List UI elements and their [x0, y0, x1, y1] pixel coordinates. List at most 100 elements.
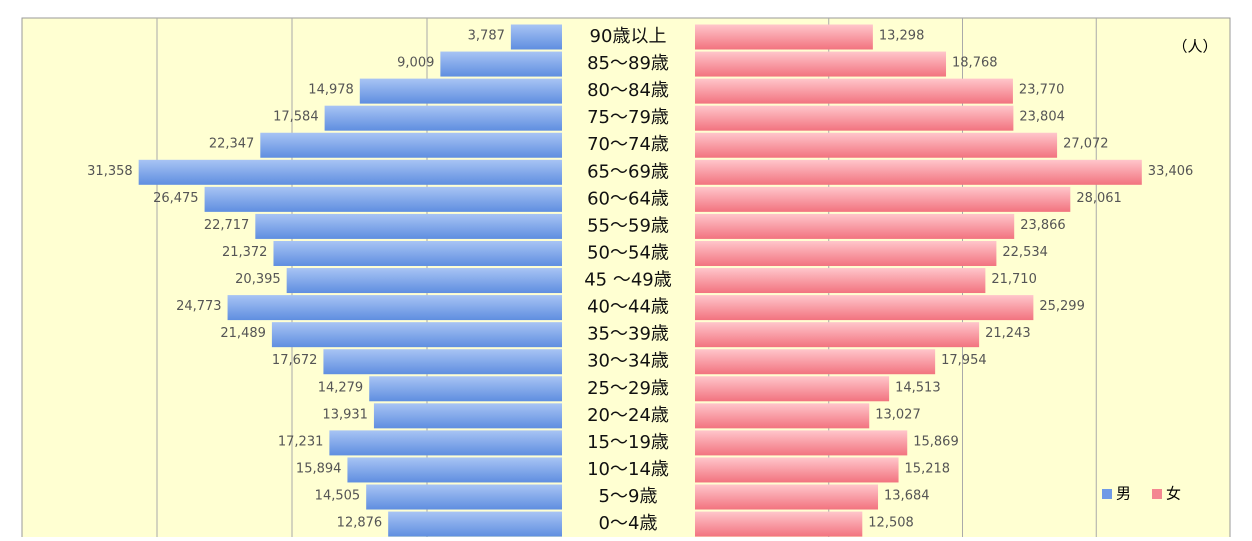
bar [323, 349, 562, 375]
bar [440, 51, 562, 77]
value-label: 12,508 [868, 516, 914, 531]
category-label: 55～59歳 [587, 215, 669, 236]
bar [695, 240, 997, 266]
bar [695, 51, 947, 77]
category-label: 75～79歳 [587, 107, 669, 128]
value-label: 31,358 [87, 164, 133, 179]
bar [329, 430, 562, 456]
bar [347, 457, 562, 483]
bar [510, 24, 562, 50]
category-label: 5～9歳 [599, 486, 658, 507]
value-label: 33,406 [1148, 164, 1194, 179]
value-label: 12,876 [337, 516, 383, 531]
category-label: 60～64歳 [587, 188, 669, 209]
bar [138, 159, 563, 185]
value-label: 21,489 [220, 326, 266, 341]
bar [324, 105, 562, 131]
category-label: 0～4歳 [599, 513, 658, 534]
bar [695, 295, 1034, 321]
bar [695, 132, 1058, 158]
bar [695, 376, 890, 402]
bar [695, 511, 863, 537]
bar [359, 78, 562, 104]
category-label: 40～44歳 [587, 297, 669, 318]
bar [366, 484, 562, 510]
category-label: 15～19歳 [587, 432, 669, 453]
value-label: 14,978 [308, 83, 354, 98]
bar [695, 213, 1015, 239]
category-label: 65～69歳 [587, 161, 669, 182]
bar [695, 268, 986, 294]
value-label: 17,954 [941, 353, 987, 368]
value-label: 23,770 [1019, 83, 1065, 98]
value-label: 18,768 [952, 56, 998, 71]
bar [695, 457, 899, 483]
value-label: 17,231 [278, 434, 324, 449]
bar [695, 159, 1142, 185]
bar [286, 268, 562, 294]
category-label: 85～89歳 [587, 53, 669, 74]
value-label: 26,475 [153, 191, 199, 206]
value-label: 9,009 [397, 56, 434, 71]
bar [271, 322, 562, 348]
legend-swatch [1152, 489, 1162, 499]
value-label: 3,787 [468, 29, 505, 44]
category-label: 20～24歳 [587, 405, 669, 426]
bar [695, 430, 908, 456]
plot-area [21, 17, 1231, 541]
bar [695, 105, 1014, 131]
bar [695, 186, 1071, 212]
bar [373, 403, 562, 429]
value-label: 22,347 [209, 137, 255, 152]
value-label: 28,061 [1076, 191, 1122, 206]
value-label: 17,584 [273, 110, 319, 125]
bar [260, 132, 562, 158]
value-label: 14,505 [315, 489, 361, 504]
legend-label: 女 [1166, 485, 1181, 503]
unit-label: （人） [1172, 38, 1217, 56]
legend-label: 男 [1116, 485, 1131, 503]
category-label: 45 ～49歳 [584, 270, 672, 291]
value-label: 25,299 [1039, 299, 1085, 314]
value-label: 14,279 [318, 380, 364, 395]
bar [695, 322, 980, 348]
value-label: 14,513 [895, 380, 941, 395]
value-label: 20,395 [235, 272, 281, 287]
value-label: 22,534 [1002, 245, 1048, 260]
category-label: 25～29歳 [587, 378, 669, 399]
category-label: 50～54歳 [587, 242, 669, 263]
value-label: 23,866 [1020, 218, 1066, 233]
value-label: 22,717 [204, 218, 250, 233]
value-label: 15,869 [913, 434, 959, 449]
category-label: 30～34歳 [587, 351, 669, 372]
value-label: 27,072 [1063, 137, 1109, 152]
value-label: 15,218 [905, 461, 951, 476]
category-label: 10～14歳 [587, 459, 669, 480]
value-label: 13,684 [884, 489, 930, 504]
bar [695, 24, 873, 50]
value-label: 15,894 [296, 461, 342, 476]
category-label: 80～84歳 [587, 80, 669, 101]
bar [388, 511, 562, 537]
value-label: 21,243 [985, 326, 1031, 341]
bar [695, 403, 870, 429]
value-label: 21,372 [222, 245, 268, 260]
category-label: 70～74歳 [587, 134, 669, 155]
category-label: 35～39歳 [587, 324, 669, 345]
value-label: 13,931 [322, 407, 368, 422]
value-label: 23,804 [1019, 110, 1064, 125]
bar [255, 213, 562, 239]
legend-swatch [1102, 489, 1112, 499]
value-label: 13,027 [875, 407, 921, 422]
bar [273, 240, 562, 266]
value-label: 21,710 [991, 272, 1037, 287]
value-label: 17,672 [272, 353, 318, 368]
bar [227, 295, 562, 321]
bar [369, 376, 562, 402]
value-label: 13,298 [879, 29, 925, 44]
value-label: 24,773 [176, 299, 222, 314]
bar [695, 349, 936, 375]
bar [695, 78, 1013, 104]
category-label: 90歳以上 [590, 26, 667, 47]
